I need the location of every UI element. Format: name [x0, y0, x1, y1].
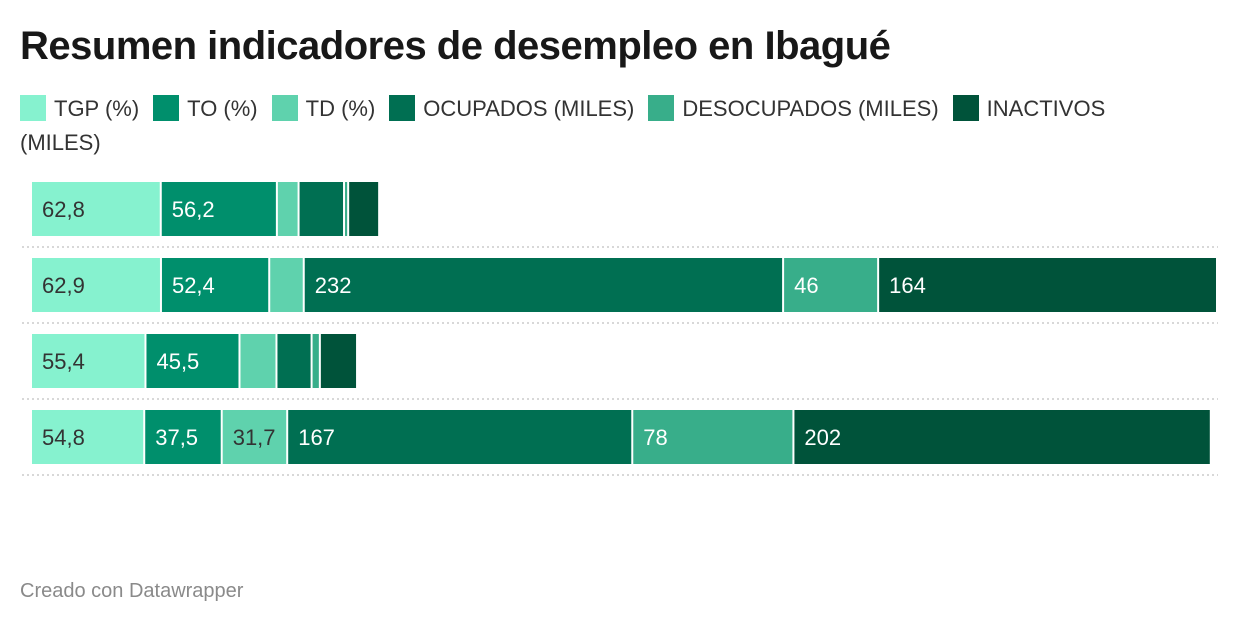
legend-item: TO (%): [153, 95, 258, 121]
chart-title: Resumen indicadores de desempleo en Ibag…: [20, 24, 891, 68]
bar-segment: [277, 334, 311, 388]
bar-segment: [146, 334, 239, 388]
bar-segment: [312, 334, 319, 388]
legend-item: DESOCUPADOS (MILES): [648, 95, 939, 121]
bar-segment: [633, 410, 793, 464]
bar-value-label: 78: [643, 425, 667, 450]
bar-segment: [879, 258, 1216, 312]
bar-segment: [240, 334, 276, 388]
bar-value-label: 164: [889, 273, 926, 298]
bar-segment: [145, 410, 221, 464]
bar-value-label: 37,5: [155, 425, 198, 450]
legend-label: OCUPADOS (MILES): [423, 96, 635, 121]
bar-value-label: 31,7: [233, 425, 276, 450]
legend-item: TGP (%): [20, 95, 140, 121]
bar-value-label: 52,4: [172, 273, 215, 298]
bar-value-label: 232: [315, 273, 352, 298]
legend-swatch: [648, 95, 675, 121]
legend-item: OCUPADOS (MILES): [389, 95, 635, 121]
legend-label: TGP (%): [54, 96, 140, 121]
bar-segment: [784, 258, 878, 312]
bar-segment: [32, 182, 160, 236]
legend-swatch: [153, 95, 180, 121]
bar-value-label: 62,8: [42, 197, 85, 222]
legend-swatch: [20, 95, 46, 121]
footer-credit: Creado con Datawrapper: [20, 580, 244, 602]
bar-value-label: 202: [804, 425, 841, 450]
legend-item: INACTIVOS (MILES): [20, 95, 1106, 155]
bar-value-label: 55,4: [42, 349, 85, 374]
bar-segment: [320, 334, 357, 388]
bar-value-label: 46: [794, 273, 818, 298]
legend-swatch: [389, 95, 416, 121]
legend-label: INACTIVOS (MILES): [20, 96, 1106, 155]
legend-item: TD (%): [271, 95, 376, 121]
bar-value-label: 62,9: [42, 273, 85, 298]
bar-segment: [299, 182, 344, 236]
bar-value-label: 167: [298, 425, 335, 450]
bar-segment: [277, 182, 298, 236]
bar-value-label: 45,5: [156, 349, 199, 374]
bar-segment: [288, 410, 632, 464]
legend-swatch: [952, 95, 979, 121]
legend-swatch: [271, 95, 298, 121]
bar-segment: [794, 410, 1210, 464]
bar-segment: [349, 182, 379, 236]
legend: TGP (%) TO (%) TD (%) OCUPADOS (MILES) DESOC…: [20, 92, 1200, 160]
bar-segment: [345, 182, 348, 236]
bar-segment: [270, 258, 303, 312]
bar-value-label: 54,8: [42, 425, 85, 450]
bar-segment: [222, 410, 287, 464]
legend-label: TO (%): [187, 96, 258, 121]
bar-segment: [32, 258, 160, 312]
bar-value-label: 56,2: [172, 197, 215, 222]
bar-segment: [304, 258, 783, 312]
bar-segment: [32, 410, 144, 464]
legend-label: TD (%): [305, 96, 376, 121]
bar-segment: [161, 258, 269, 312]
legend-label: DESOCUPADOS (MILES): [682, 96, 939, 121]
bar-segment: [32, 334, 145, 388]
bar-segment: [161, 182, 276, 236]
